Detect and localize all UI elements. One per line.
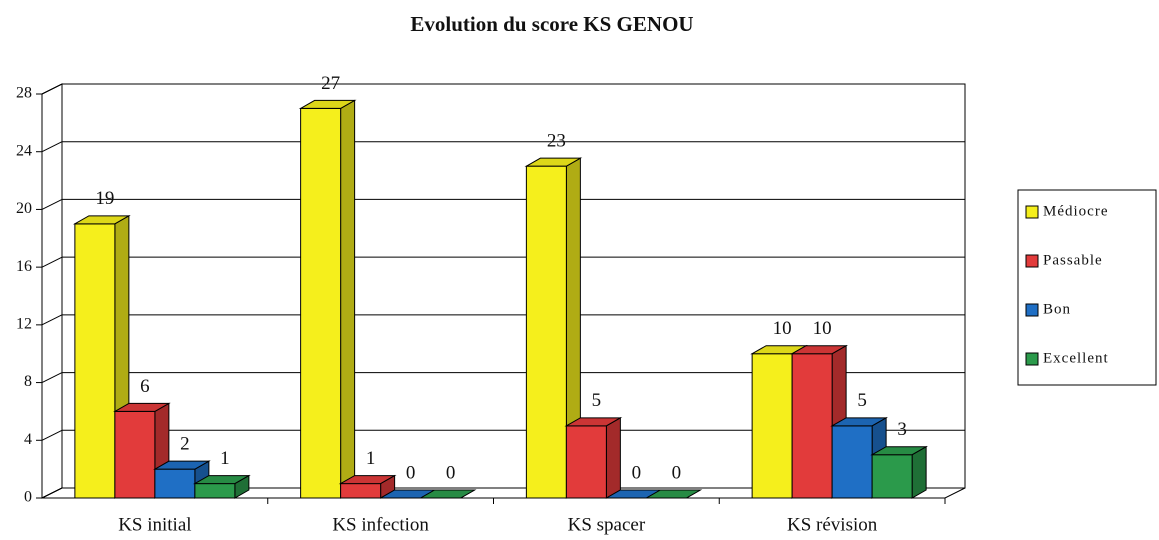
chart-title: Evolution du score KS GENOU: [410, 12, 693, 36]
data-label: 0: [446, 462, 456, 483]
data-label: 19: [95, 188, 114, 209]
bar: [564, 416, 623, 499]
y-tick-label: 24: [16, 142, 32, 159]
bar-front: [74, 223, 116, 499]
bar-front: [751, 353, 793, 499]
data-label: 1: [220, 448, 230, 469]
bar: [418, 489, 477, 499]
data-label: 0: [632, 462, 642, 483]
y-tick-label: 16: [16, 258, 32, 275]
bar-side: [340, 99, 356, 499]
bar-top: [192, 475, 251, 485]
bar: [644, 489, 703, 499]
bar-top: [338, 475, 397, 485]
side-wall: [41, 83, 63, 499]
data-label: 0: [672, 462, 682, 483]
grid-line: [41, 141, 63, 153]
data-label: 23: [547, 131, 566, 152]
bar-top: [790, 345, 849, 355]
data-label: 10: [773, 318, 792, 339]
grid-line: [41, 487, 63, 499]
x-tick-label: KS infection: [332, 514, 429, 535]
data-label: 27: [321, 73, 340, 94]
data-label: 5: [857, 390, 867, 411]
bar: [192, 474, 251, 499]
bar-front: [791, 353, 833, 499]
legend-label: Bon: [1043, 301, 1071, 317]
bar-top: [564, 417, 623, 427]
data-label: 6: [140, 376, 150, 397]
bar-front: [300, 107, 342, 499]
bar-front: [831, 425, 873, 499]
bar-top: [418, 489, 477, 499]
legend-swatch: [1025, 205, 1039, 219]
legend: [1017, 189, 1157, 386]
bar-top: [644, 489, 703, 499]
bar-top: [524, 157, 583, 167]
y-tick-label: 12: [16, 316, 32, 333]
bar-top: [830, 417, 889, 427]
legend-swatch: [1025, 254, 1039, 268]
y-tick-label: 4: [24, 431, 32, 448]
legend-label: Médiocre: [1043, 203, 1108, 219]
bar-front: [871, 454, 913, 499]
x-tick-label: KS spacer: [568, 514, 646, 535]
grid-line: [41, 256, 63, 268]
x-tick-label: KS révision: [787, 514, 878, 535]
bar-front: [154, 468, 196, 499]
bar: [870, 445, 929, 499]
data-label: 5: [592, 390, 602, 411]
bar-front: [525, 165, 567, 499]
grid-line: [41, 83, 63, 95]
grid-line: [41, 429, 63, 441]
bar: [338, 474, 397, 499]
x-tick-label: KS initial: [118, 514, 191, 535]
bar-front: [565, 425, 607, 499]
bar-side: [605, 416, 621, 499]
bar-top: [298, 99, 357, 109]
grid-line: [41, 198, 63, 210]
bar-front: [340, 483, 382, 499]
data-label: 3: [897, 419, 907, 440]
legend-label: Passable: [1043, 252, 1103, 268]
bar: [298, 99, 357, 499]
legend-swatch: [1025, 352, 1039, 366]
bar-front: [194, 483, 236, 499]
bar-top: [152, 460, 211, 470]
y-tick-label: 0: [24, 489, 32, 506]
bar-top: [112, 402, 171, 412]
bar-top: [72, 215, 131, 225]
y-tick-label: 28: [16, 85, 32, 102]
data-label: 1: [366, 448, 376, 469]
data-label: 2: [180, 434, 190, 455]
grid-line: [41, 372, 63, 384]
grid-line: [41, 314, 63, 326]
data-label: 0: [406, 462, 416, 483]
bar-top: [870, 446, 929, 456]
y-tick-label: 20: [16, 200, 32, 217]
legend-label: Excellent: [1043, 350, 1109, 366]
bar: [524, 157, 583, 499]
data-label: 10: [813, 318, 832, 339]
y-tick-label: 8: [24, 373, 32, 390]
bar-side: [911, 445, 927, 499]
legend-swatch: [1025, 303, 1039, 317]
bar-front: [114, 410, 156, 499]
